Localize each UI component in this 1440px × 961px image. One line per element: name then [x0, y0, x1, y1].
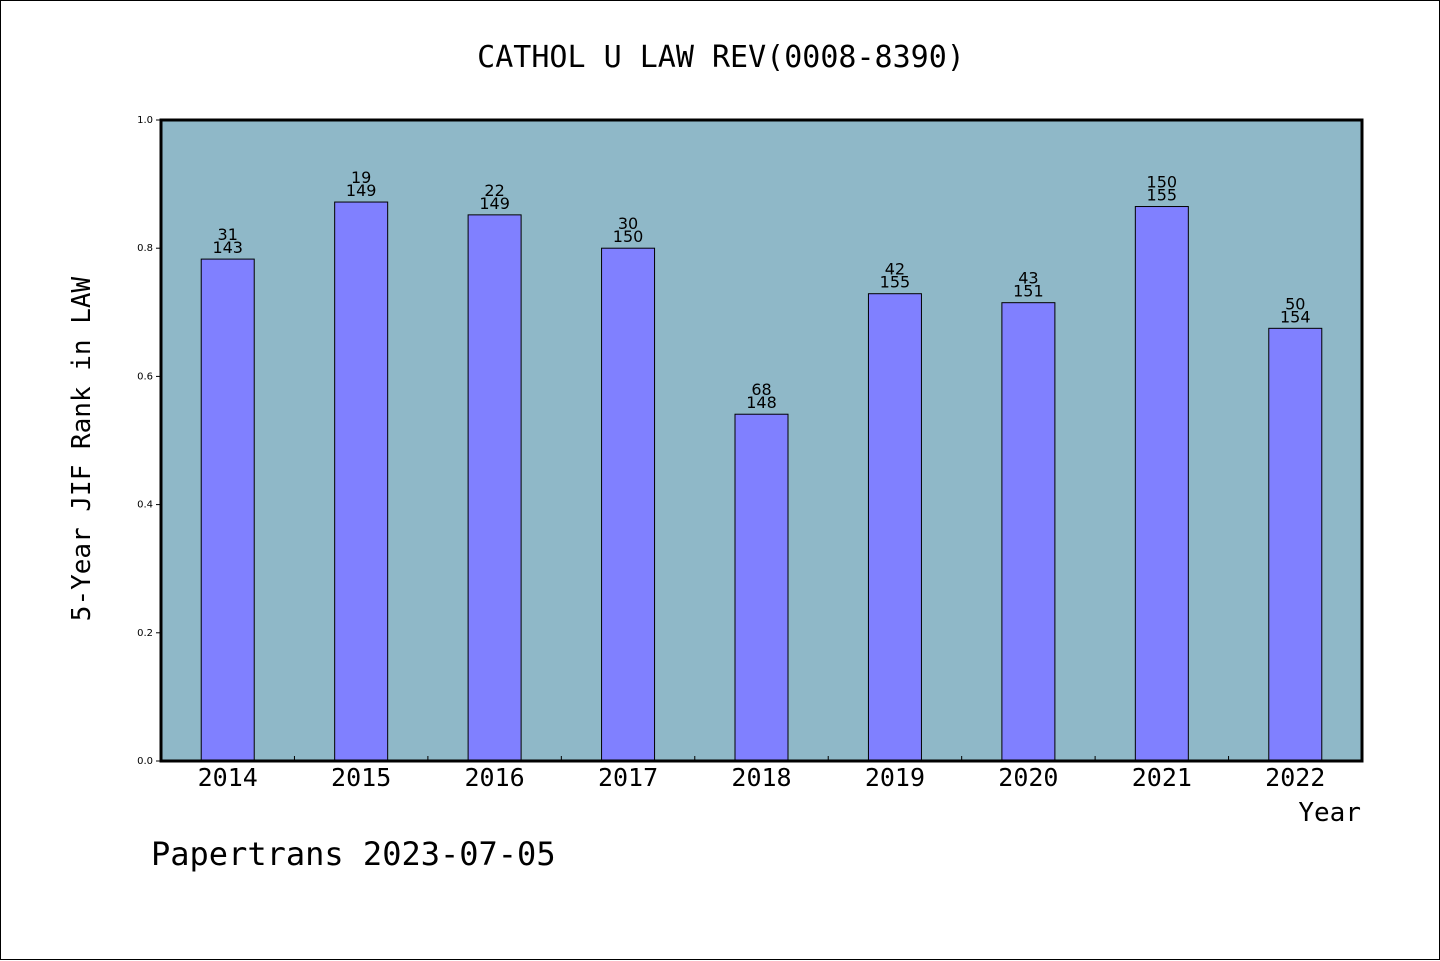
- bar-2015: [334, 201, 389, 762]
- bar-2022: [1268, 327, 1323, 762]
- bar-total-label: 149: [479, 194, 510, 213]
- bar-2019: [867, 293, 922, 762]
- bar-rank-label: 50: [1285, 294, 1305, 313]
- y-tick-label: 0.6: [137, 371, 153, 382]
- bar-total-label: 149: [346, 181, 377, 200]
- bar-2018: [734, 413, 789, 762]
- x-tick-label: 2018: [731, 763, 791, 792]
- x-axis-label: Year: [1298, 798, 1361, 828]
- bar-2014: [200, 258, 255, 762]
- bar-rank-label: 42: [885, 260, 905, 279]
- bar-rank-label: 22: [484, 181, 504, 200]
- bar-total-label: 148: [746, 393, 777, 412]
- x-tick-label: 2020: [998, 763, 1058, 792]
- y-tick-label: 0.0: [137, 756, 153, 767]
- bar-rank-label: 68: [751, 380, 771, 399]
- bar-2020: [1001, 302, 1056, 762]
- bar-total-label: 154: [1280, 307, 1311, 326]
- bar-2017: [601, 247, 656, 762]
- y-tick-label: 0.2: [137, 628, 153, 639]
- bar-2016: [467, 214, 522, 762]
- chart-title: CATHOL U LAW REV(0008-8390): [477, 40, 965, 75]
- bars-group: [200, 201, 1323, 762]
- bar-total-label: 155: [1147, 186, 1178, 205]
- bar-rank-label: 31: [218, 225, 238, 244]
- x-tick-label: 2021: [1132, 763, 1192, 792]
- bar-2021: [1134, 206, 1189, 762]
- y-axis-ticks: 0.0 0.2 0.4 0.6 0.8 1.0: [137, 115, 161, 767]
- bar-total-label: 143: [212, 238, 243, 257]
- bar-total-label: 150: [613, 227, 644, 246]
- bar-rank-label: 150: [1147, 173, 1178, 192]
- x-tick-label: 2022: [1265, 763, 1325, 792]
- x-tick-label: 2014: [198, 763, 258, 792]
- bar-total-label: 151: [1013, 282, 1044, 301]
- y-axis-label: 5-Year JIF Rank in LAW: [67, 276, 97, 621]
- x-axis-ticks: 2014 2015 2016 2017 2018 2019 2020 2021 2022: [198, 756, 1325, 792]
- y-tick-label: 0.8: [137, 243, 153, 254]
- x-tick-label: 2015: [331, 763, 391, 792]
- x-tick-label: 2017: [598, 763, 658, 792]
- bar-rank-label: 19: [351, 168, 371, 187]
- bar-rank-label: 30: [618, 214, 638, 233]
- x-tick-label: 2016: [465, 763, 525, 792]
- bar-rank-label: 43: [1018, 269, 1038, 288]
- bar-total-label: 155: [880, 273, 911, 292]
- x-tick-label: 2019: [865, 763, 925, 792]
- y-tick-label: 1.0: [137, 115, 153, 126]
- plot-border: [159, 118, 1364, 763]
- footer-credit: Papertrans 2023-07-05: [151, 835, 556, 873]
- y-tick-label: 0.4: [137, 500, 153, 511]
